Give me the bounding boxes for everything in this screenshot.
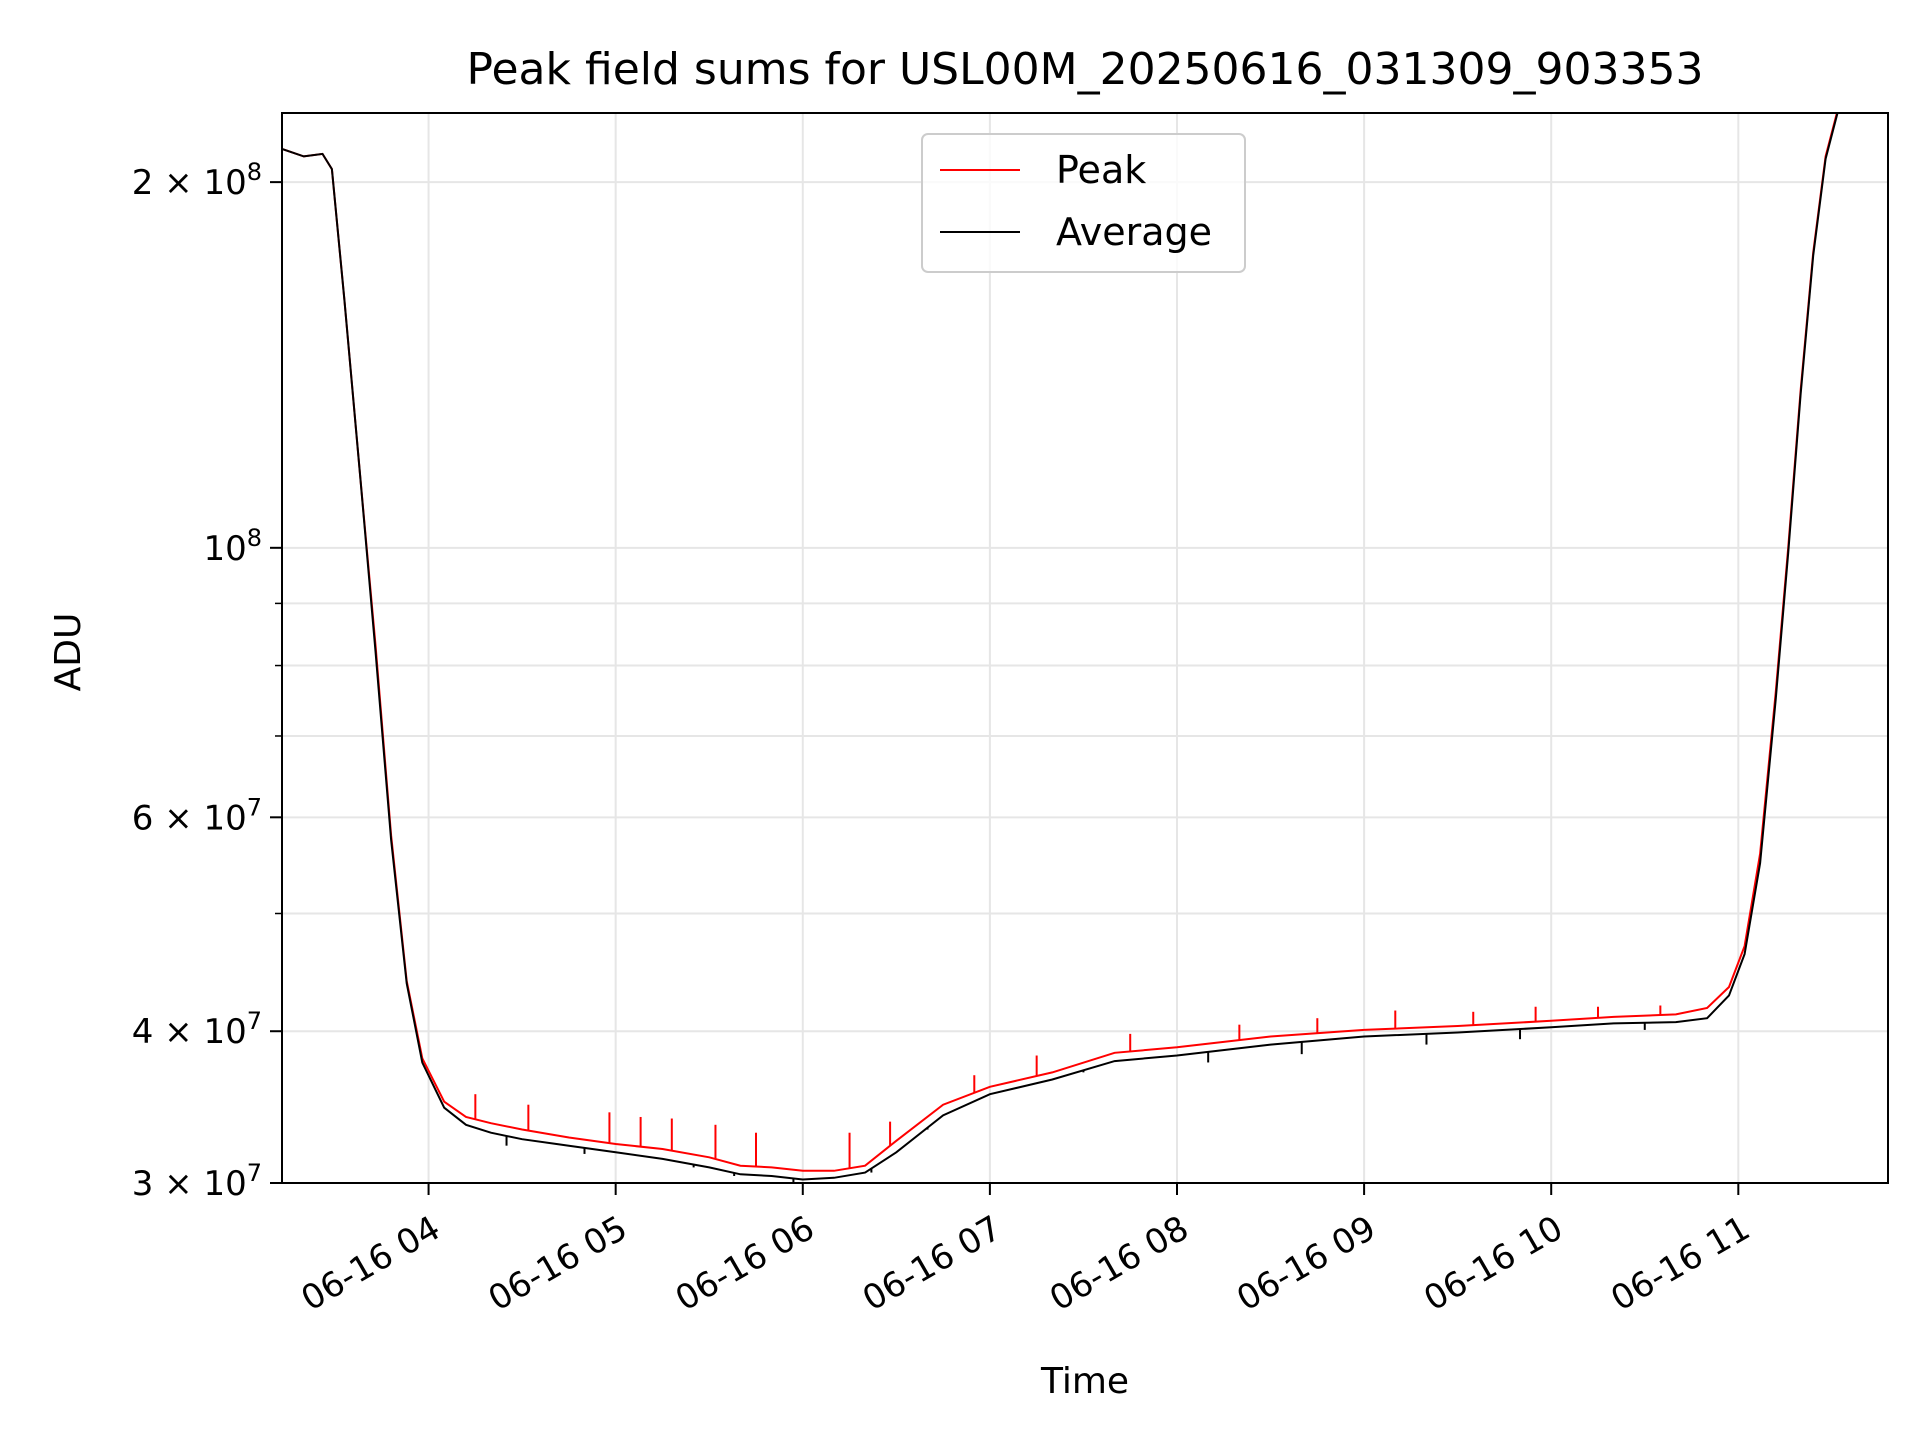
y-tick-label: 6 × 107	[132, 793, 262, 838]
y-tick-label: 3 × 107	[132, 1159, 262, 1204]
y-tick-label-exponent: 8	[247, 524, 262, 552]
y-axis-title: ADU	[48, 613, 89, 692]
y-tick-label-exponent: 8	[247, 158, 262, 186]
series-line-average	[282, 113, 1839, 1181]
y-tick-label-base: 10	[203, 529, 246, 569]
y-tick-label-base: 6 × 10	[132, 798, 247, 838]
series-average	[282, 113, 1839, 1183]
y-tick-label-base: 4 × 10	[132, 1012, 247, 1052]
legend: Peak Average	[921, 133, 1246, 273]
legend-label-average: Average	[1056, 210, 1212, 254]
y-tick-label: 4 × 107	[132, 1007, 262, 1052]
y-tick-label-exponent: 7	[247, 1159, 262, 1187]
legend-label-peak: Peak	[1056, 148, 1146, 192]
legend-box	[921, 133, 1246, 273]
y-tick-label-base: 2 × 10	[132, 163, 247, 203]
series-layer	[282, 113, 1839, 1183]
y-tick-label: 108	[203, 524, 262, 569]
x-axis-title: Time	[1040, 1361, 1129, 1402]
y-tick-label: 2 × 108	[132, 158, 262, 203]
y-tick-label-exponent: 7	[247, 1007, 262, 1035]
chart-title: Peak field sums for USL00M_20250616_0313…	[467, 44, 1704, 95]
plot-frame	[281, 112, 1889, 1184]
y-tick-label-exponent: 7	[247, 793, 262, 821]
y-tick-label-base: 3 × 10	[132, 1164, 247, 1204]
